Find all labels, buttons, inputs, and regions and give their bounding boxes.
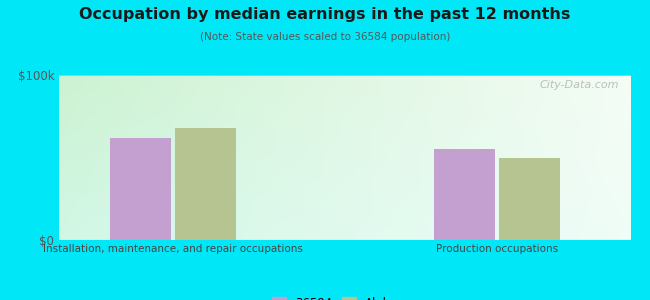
Legend: 36584, Alabama: 36584, Alabama <box>268 293 421 300</box>
Bar <box>110 138 171 240</box>
Text: City-Data.com: City-Data.com <box>540 80 619 90</box>
Bar <box>175 128 236 240</box>
Bar <box>499 158 560 240</box>
Text: (Note: State values scaled to 36584 population): (Note: State values scaled to 36584 popu… <box>200 32 450 41</box>
Bar <box>434 149 495 240</box>
Text: Occupation by median earnings in the past 12 months: Occupation by median earnings in the pas… <box>79 8 571 22</box>
